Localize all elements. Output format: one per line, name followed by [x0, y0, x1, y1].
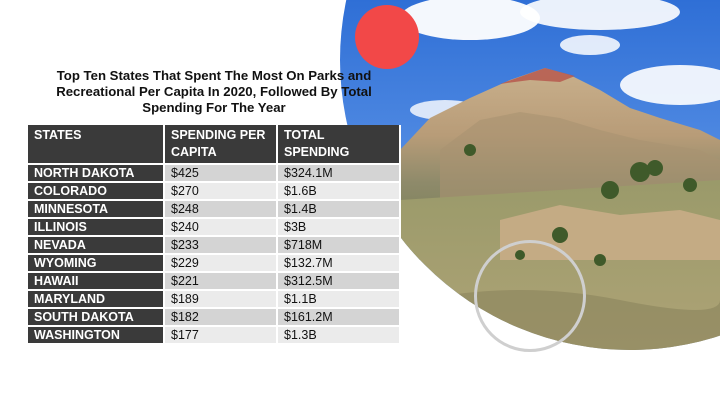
- total-cell: $132.7M: [277, 253, 401, 272]
- total-cell: $324.1M: [277, 163, 401, 182]
- table-header-row: STATES SPENDING PER CAPITA TOTAL SPENDIN…: [28, 125, 401, 164]
- per-capita-cell: $189: [164, 289, 278, 308]
- decorative-gray-ring: [474, 240, 586, 352]
- per-capita-cell: $270: [164, 181, 278, 200]
- table-row: MARYLAND $189 $1.1B: [28, 289, 401, 308]
- state-cell: ILLINOIS: [28, 217, 165, 236]
- state-cell: NEVADA: [28, 235, 165, 254]
- table-row: SOUTH DAKOTA $182 $161.2M: [28, 307, 401, 326]
- spending-table: STATES SPENDING PER CAPITA TOTAL SPENDIN…: [28, 125, 401, 343]
- table-row: NORTH DAKOTA $425 $324.1M: [28, 163, 401, 182]
- state-cell: WASHINGTON: [28, 325, 165, 343]
- total-cell: $3B: [277, 217, 401, 236]
- state-cell: HAWAII: [28, 271, 165, 290]
- table-row: WYOMING $229 $132.7M: [28, 253, 401, 272]
- table-row: WASHINGTON $177 $1.3B: [28, 325, 401, 343]
- state-cell: SOUTH DAKOTA: [28, 307, 165, 326]
- table-row: MINNESOTA $248 $1.4B: [28, 199, 401, 218]
- per-capita-cell: $182: [164, 307, 278, 326]
- total-cell: $1.4B: [277, 199, 401, 218]
- state-cell: NORTH DAKOTA: [28, 163, 165, 182]
- state-cell: MINNESOTA: [28, 199, 165, 218]
- decorative-red-circle: [355, 5, 419, 69]
- state-cell: WYOMING: [28, 253, 165, 272]
- total-cell: $1.3B: [277, 325, 401, 343]
- total-cell: $312.5M: [277, 271, 401, 290]
- per-capita-cell: $177: [164, 325, 278, 343]
- per-capita-cell: $233: [164, 235, 278, 254]
- table-row: NEVADA $233 $718M: [28, 235, 401, 254]
- state-cell: MARYLAND: [28, 289, 165, 308]
- table-row: ILLINOIS $240 $3B: [28, 217, 401, 236]
- header-spending-per-capita: SPENDING PER CAPITA: [164, 125, 278, 164]
- state-cell: COLORADO: [28, 181, 165, 200]
- per-capita-cell: $425: [164, 163, 278, 182]
- slide-title: Top Ten States That Spent The Most On Pa…: [56, 68, 372, 115]
- table-row: HAWAII $221 $312.5M: [28, 271, 401, 290]
- table-row: COLORADO $270 $1.6B: [28, 181, 401, 200]
- per-capita-cell: $248: [164, 199, 278, 218]
- total-cell: $161.2M: [277, 307, 401, 326]
- per-capita-cell: $229: [164, 253, 278, 272]
- total-cell: $718M: [277, 235, 401, 254]
- per-capita-cell: $221: [164, 271, 278, 290]
- total-cell: $1.6B: [277, 181, 401, 200]
- header-total-spending: TOTAL SPENDING: [277, 125, 401, 164]
- per-capita-cell: $240: [164, 217, 278, 236]
- total-cell: $1.1B: [277, 289, 401, 308]
- header-states: STATES: [28, 125, 165, 164]
